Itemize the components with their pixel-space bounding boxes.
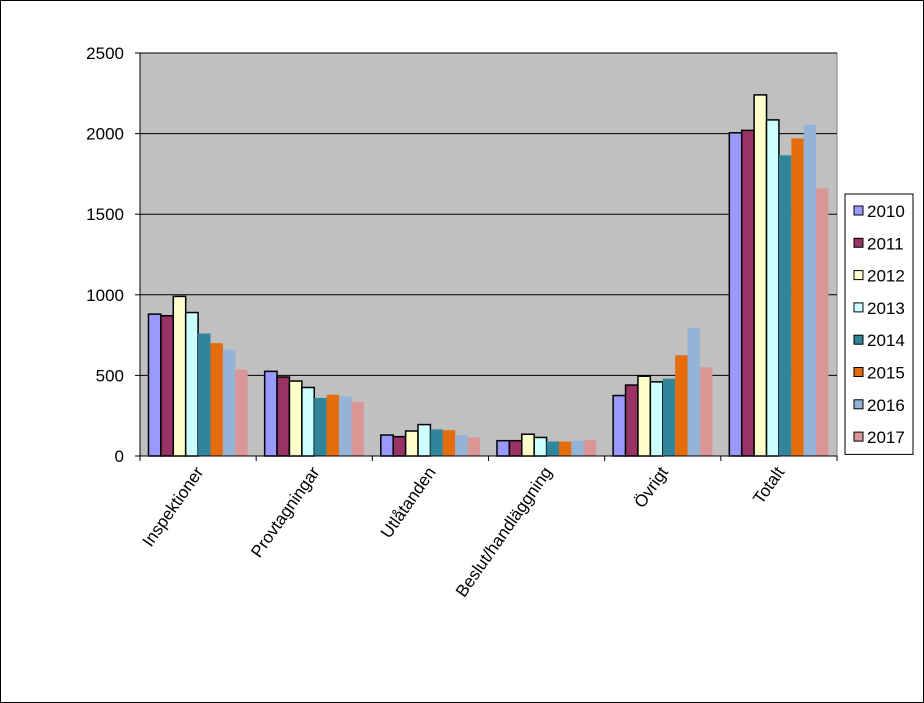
bar-2011-1 [276,376,291,457]
bar-2012-1 [288,380,303,457]
bar-2014-2 [430,429,443,456]
x-tick-label: Inspektioner [139,463,208,550]
bar-2017-2 [467,437,481,456]
gridlines [140,52,837,376]
bar-2011-0 [160,315,175,457]
bar-2015-1 [326,394,340,456]
bar-2012-0 [172,295,187,457]
bar-2011-5 [740,129,755,457]
bar-2010-4 [612,394,627,457]
bar-2014-3 [546,441,559,456]
legend-swatch-2013 [853,302,864,313]
axes [135,52,838,461]
bar-2014-1 [314,397,327,456]
legend-label-2015: 2015 [867,364,905,383]
bar-2013-3 [533,436,548,457]
legend-swatch-2017 [853,431,864,442]
x-tick-label: Övrigt [630,463,672,511]
bar-2013-5 [765,119,780,457]
legend-swatch-2014 [853,334,864,345]
bar-2010-1 [263,370,278,457]
x-tick-label: Utlåtanden [377,463,440,541]
legend-label-2012: 2012 [867,267,905,286]
bar-2010-0 [147,313,162,457]
bar-2015-5 [791,138,804,456]
bar-2011-2 [392,435,407,457]
y-tick-label: 2500 [86,44,124,63]
bar-2016-0 [222,349,236,456]
legend-box [844,193,914,455]
legend-swatch-2012 [853,270,864,281]
x-tick-label: Totalt [749,463,788,507]
bar-2016-4 [687,327,700,456]
x-tick-labels: Inspektioner Provtagningar Utlåtanden Beslu… [139,463,789,600]
bar-2016-2 [455,435,468,456]
legend-label-2014: 2014 [867,331,905,350]
bar-2016-1 [339,396,352,456]
legend-swatch-2015 [853,367,864,377]
bar-2017-1 [351,402,364,456]
x-tick-label: Beslut/handläggning [452,463,556,600]
bar-2012-3 [521,433,535,457]
plot-area [139,52,838,457]
bars [147,94,829,457]
y-tick-labels: 0 500 1000 1500 2000 2500 [86,44,124,466]
y-tick-label: 1000 [86,286,124,305]
bar-2013-4 [649,381,664,457]
legend-swatch-2010 [853,205,864,216]
bar-2014-0 [198,333,211,456]
bar-2014-5 [778,155,792,457]
bar-2012-5 [753,94,768,457]
bar-2016-3 [571,440,584,456]
bar-2013-0 [184,311,199,457]
y-tick-label: 1500 [86,205,124,224]
bar-2015-4 [675,355,688,456]
legend-swatch-2016 [853,399,864,410]
bar-2017-4 [699,367,713,456]
bar-2017-0 [235,369,248,456]
bar-2015-2 [442,430,456,456]
bar-2013-2 [417,423,432,457]
x-tick-label: Provtagningar [247,463,323,561]
legend-label-2013: 2013 [867,299,905,318]
bar-2017-3 [583,439,597,456]
bar-2010-5 [728,132,743,457]
bar-2017-5 [816,188,829,456]
legend-swatch-2011 [853,237,864,248]
bar-2011-3 [508,439,523,457]
bar-2010-2 [380,434,394,457]
bar-2013-1 [301,386,316,457]
legend-label-2011: 2011 [867,234,904,253]
legend-label-2017: 2017 [867,428,905,447]
y-tick-label: 2000 [86,125,124,144]
bar-2016-5 [803,124,817,456]
bar-2012-4 [637,375,652,457]
legend-label-2010: 2010 [867,202,905,221]
bar-2012-2 [404,430,419,457]
legend-label-2016: 2016 [867,396,905,415]
bar-2015-0 [210,343,223,456]
legend: 2010 2011 2012 2013 2014 2015 2016 2017 [844,193,914,455]
bar-2010-3 [496,439,511,457]
y-tick-label: 0 [115,447,124,466]
y-tick-label: 500 [96,366,124,385]
bar-2011-4 [624,384,639,457]
bar-2014-4 [662,378,676,456]
bar-2015-3 [558,441,572,456]
